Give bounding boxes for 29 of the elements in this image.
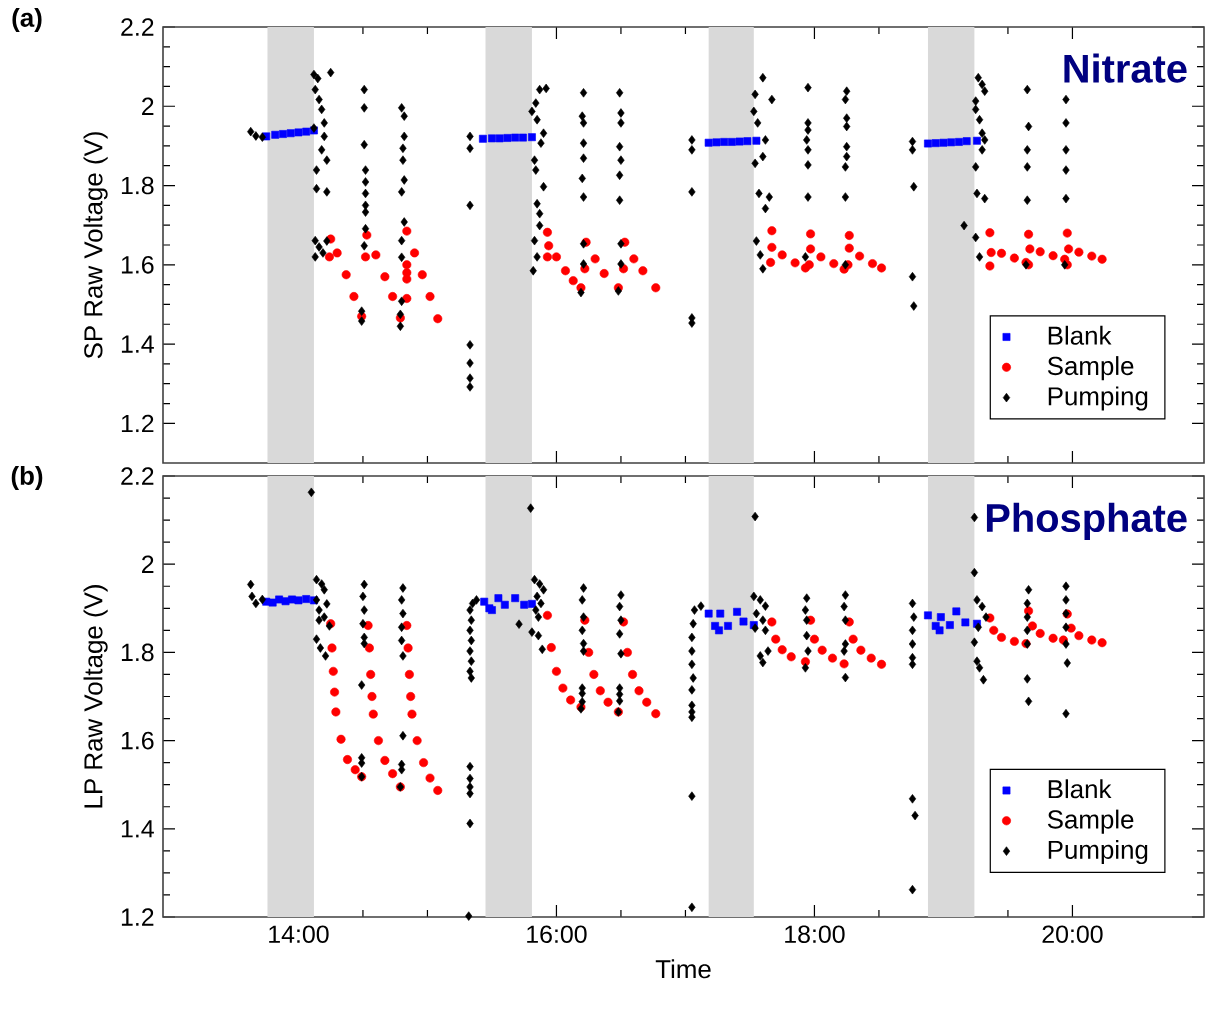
legend-label: Pumping [1048, 839, 1148, 865]
y-tick-label: 2.2 [121, 467, 154, 485]
y-tick-label: 2 [142, 555, 154, 573]
x-tick-label: 20:00 [1042, 925, 1103, 944]
legend-label: Sample [1047, 809, 1134, 834]
y-tick-label: 1.2 [121, 414, 154, 433]
y-tick-label: 1.4 [121, 820, 154, 838]
x-axis-title: Time [655, 959, 711, 979]
text: Phosphate [986, 502, 1187, 541]
y-axis-title: LP Raw Voltage (V) [83, 585, 108, 808]
legend-label: Blank [1048, 779, 1112, 799]
legend-label: Blank [1048, 325, 1112, 345]
y-tick-label: 1.6 [121, 731, 154, 750]
legend-label: Sample [1047, 356, 1134, 381]
text: (b) [11, 465, 43, 491]
y-axis-title: SP Raw Voltage (V) [83, 132, 108, 359]
x-tick-label: 14:00 [269, 925, 329, 944]
y-tick-label: 1.2 [121, 908, 154, 926]
x-tick-label: 16:00 [527, 925, 587, 944]
y-tick-label: 1.8 [121, 643, 154, 662]
text: Nitrate [1064, 53, 1187, 83]
y-tick-label: 1.4 [121, 335, 154, 353]
y-tick-label: 2.2 [121, 18, 154, 36]
x-tick-label: 18:00 [785, 925, 845, 944]
legend-label: Pumping [1048, 386, 1148, 411]
text: (a) [12, 7, 42, 33]
y-tick-label: 1.8 [121, 176, 154, 195]
y-tick-label: 2 [142, 97, 154, 115]
y-tick-label: 1.6 [121, 256, 154, 274]
